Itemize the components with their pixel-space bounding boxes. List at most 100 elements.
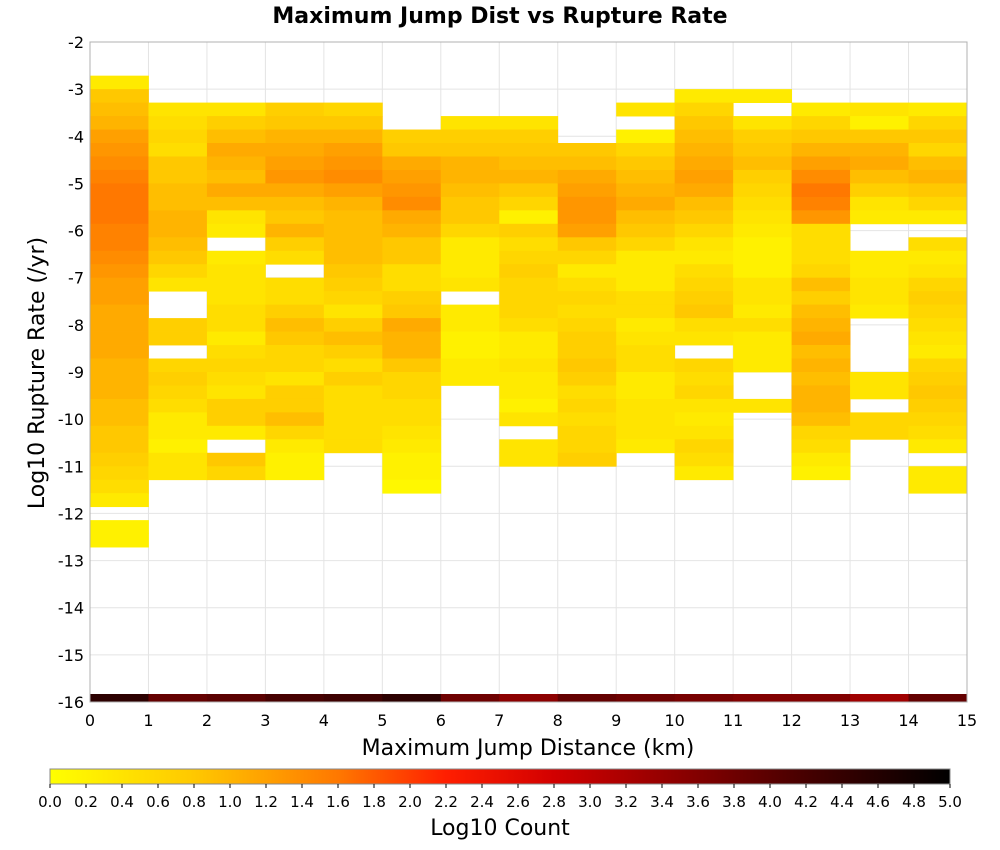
heatmap-cell bbox=[90, 183, 149, 198]
y-tick-label: -3 bbox=[68, 80, 84, 99]
heatmap-cell bbox=[616, 277, 676, 292]
heatmap-cell bbox=[148, 331, 208, 346]
heatmap-cell bbox=[148, 466, 208, 481]
colorbar-tick-label: 2.0 bbox=[398, 793, 422, 811]
heatmap-cell bbox=[616, 425, 676, 440]
heatmap-cell bbox=[382, 143, 442, 157]
heatmap-cell bbox=[791, 358, 851, 373]
heatmap-cell bbox=[440, 345, 500, 359]
colorbar-tick-label: 0.4 bbox=[110, 793, 134, 811]
heatmap-cell bbox=[791, 250, 851, 265]
heatmap-cell bbox=[206, 196, 266, 211]
heatmap-cell bbox=[850, 129, 909, 144]
heatmap-cell bbox=[616, 439, 676, 454]
heatmap-cell bbox=[206, 116, 266, 130]
heatmap-cell bbox=[791, 223, 851, 238]
heatmap-cell bbox=[557, 277, 617, 292]
heatmap-cell bbox=[616, 304, 676, 319]
heatmap-cell bbox=[791, 371, 851, 386]
heatmap-cell bbox=[323, 291, 383, 306]
heatmap-cell bbox=[499, 264, 559, 279]
colorbar-tick-label: 3.0 bbox=[578, 793, 602, 811]
heatmap-cell bbox=[265, 277, 325, 292]
heatmap-cell bbox=[616, 223, 676, 238]
heatmap-cell bbox=[616, 102, 676, 117]
heatmap-cell bbox=[557, 331, 617, 346]
heatmap-cell bbox=[148, 102, 208, 117]
heatmap-cell bbox=[908, 358, 968, 373]
heatmap-cell bbox=[90, 291, 149, 306]
heatmap-cell bbox=[323, 304, 383, 319]
colorbar-tick-label: 1.6 bbox=[326, 793, 350, 811]
heatmap-cell bbox=[908, 479, 968, 494]
heatmap-cell bbox=[440, 223, 500, 238]
heatmap-cell bbox=[674, 318, 734, 332]
heatmap-cell bbox=[440, 371, 500, 386]
heatmap-cell-bottom bbox=[908, 694, 968, 702]
y-tick-label: -14 bbox=[58, 599, 84, 618]
x-tick-label: 6 bbox=[436, 711, 446, 730]
plot-frame bbox=[89, 41, 968, 703]
heatmap-cell bbox=[733, 304, 792, 319]
heatmap-cell bbox=[791, 277, 851, 292]
heatmap-cell bbox=[382, 466, 442, 481]
heatmap-cell bbox=[265, 358, 325, 373]
heatmap-cell bbox=[206, 385, 266, 400]
heatmap-cell bbox=[674, 89, 734, 103]
y-tick-label: -15 bbox=[58, 646, 84, 665]
heatmap-cell bbox=[148, 385, 208, 400]
heatmap-cell bbox=[791, 183, 851, 198]
heatmap-cell bbox=[90, 196, 149, 211]
heatmap-cell bbox=[674, 223, 734, 238]
heatmap-cell bbox=[90, 129, 149, 144]
x-tick-label: 4 bbox=[319, 711, 329, 730]
heatmap-cell bbox=[323, 371, 383, 386]
heatmap-cell bbox=[733, 210, 792, 225]
heatmap-cell bbox=[206, 277, 266, 292]
heatmap-cell bbox=[557, 237, 617, 252]
heatmap-cell bbox=[908, 183, 968, 198]
x-tick-label: 5 bbox=[377, 711, 387, 730]
x-tick-label: 8 bbox=[553, 711, 563, 730]
heatmap-cell bbox=[733, 358, 792, 373]
heatmap-cell bbox=[616, 345, 676, 359]
heatmap-cell-bottom bbox=[616, 694, 676, 702]
heatmap-cell bbox=[265, 183, 325, 198]
heatmap-cell bbox=[908, 129, 968, 144]
heatmap-cell bbox=[206, 102, 266, 117]
heatmap-cell bbox=[674, 116, 734, 130]
heatmap-cell bbox=[265, 102, 325, 117]
heatmap-cell bbox=[791, 210, 851, 225]
colorbar-tick-label: 1.8 bbox=[362, 793, 386, 811]
heatmap-cell bbox=[499, 143, 559, 157]
heatmap-cell bbox=[90, 533, 149, 548]
heatmap-cell bbox=[323, 412, 383, 427]
heatmap-cell bbox=[440, 183, 500, 198]
heatmap-cell bbox=[850, 371, 909, 386]
heatmap-cell bbox=[148, 358, 208, 373]
heatmap-cell bbox=[908, 250, 968, 265]
heatmap-cell bbox=[440, 143, 500, 157]
heatmap-cell bbox=[148, 210, 208, 225]
heatmap-cell bbox=[90, 466, 149, 481]
heatmap-cell bbox=[908, 425, 968, 440]
heatmap-cell bbox=[791, 291, 851, 306]
heatmap-cell bbox=[323, 250, 383, 265]
heatmap-cell bbox=[265, 385, 325, 400]
y-tick-label: -8 bbox=[68, 316, 84, 335]
heatmap-cell bbox=[616, 371, 676, 386]
heatmap-cell bbox=[791, 425, 851, 440]
heatmap-cell bbox=[908, 264, 968, 279]
heatmap-cell bbox=[323, 210, 383, 225]
heatmap-cell bbox=[499, 210, 559, 225]
heatmap-cell bbox=[206, 412, 266, 427]
colorbar-tick-label: 4.4 bbox=[830, 793, 854, 811]
colorbar-tick-label: 1.0 bbox=[218, 793, 242, 811]
heatmap-cell bbox=[440, 210, 500, 225]
heatmap-cell-bottom bbox=[733, 694, 792, 702]
heatmap-cell bbox=[90, 318, 149, 332]
heatmap-cell bbox=[323, 425, 383, 440]
heatmap-cell bbox=[499, 116, 559, 130]
heatmap-cell bbox=[616, 331, 676, 346]
heatmap-cell bbox=[616, 143, 676, 157]
